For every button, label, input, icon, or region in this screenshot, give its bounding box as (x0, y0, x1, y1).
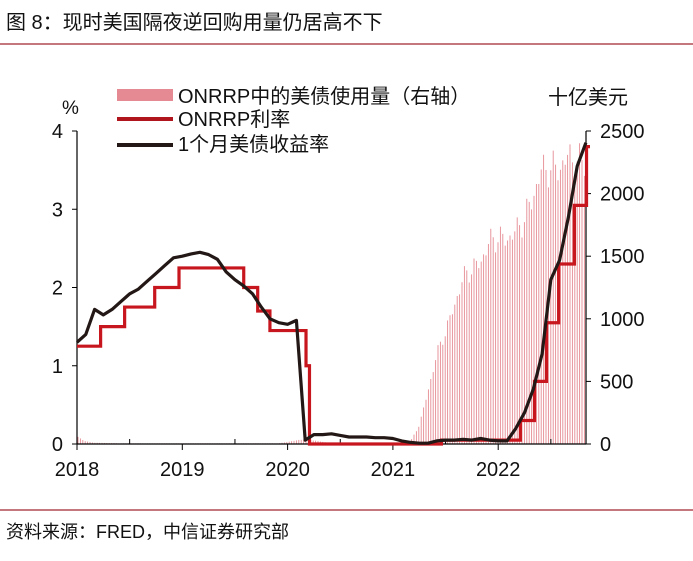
right-tick-label: 2500 (600, 121, 645, 143)
right-axis-unit: 十亿美元 (548, 86, 628, 109)
x-tick-label: 2019 (160, 459, 205, 481)
chart-title: 图 8：现时美国隔夜逆回购用量仍居高不下 (6, 11, 383, 34)
x-tick-label: 2021 (371, 459, 416, 481)
line-series (75, 142, 590, 446)
legend-swatch-bars (117, 89, 173, 101)
legend: ONRRP中的美债使用量（右轴） ONRRP利率 1个月美债收益率 (117, 85, 470, 156)
left-tick-label: 3 (52, 199, 63, 221)
left-tick-label: 4 (52, 121, 63, 143)
source-note: 资料来源：FRED，中信证券研究部 (6, 522, 289, 542)
right-tick-label: 500 (600, 371, 633, 393)
right-tick-label: 1500 (600, 246, 645, 268)
right-tick-label: 1000 (600, 309, 645, 331)
left-tick-label: 0 (52, 434, 63, 456)
onrrp-rate-line (77, 145, 590, 446)
x-tick-label: 2020 (265, 459, 310, 481)
x-tick-label: 2018 (55, 459, 100, 481)
legend-label-tbill: 1个月美债收益率 (178, 133, 329, 156)
right-tick-label: 0 (600, 434, 611, 456)
x-tick-label: 2022 (476, 459, 521, 481)
left-axis-unit: % (62, 98, 79, 119)
left-tick-label: 1 (52, 356, 63, 378)
legend-label-onrrp-rate: ONRRP利率 (178, 108, 290, 131)
legend-label-bars: ONRRP中的美债使用量（右轴） (178, 85, 470, 108)
left-tick-label: 2 (52, 278, 63, 300)
tbill-yield-line (75, 142, 588, 445)
right-tick-label: 2000 (600, 184, 645, 206)
axes: 0 1 2 3 4 0 500 1000 1500 2000 2500 2018 2019 2020 202… (52, 121, 645, 481)
